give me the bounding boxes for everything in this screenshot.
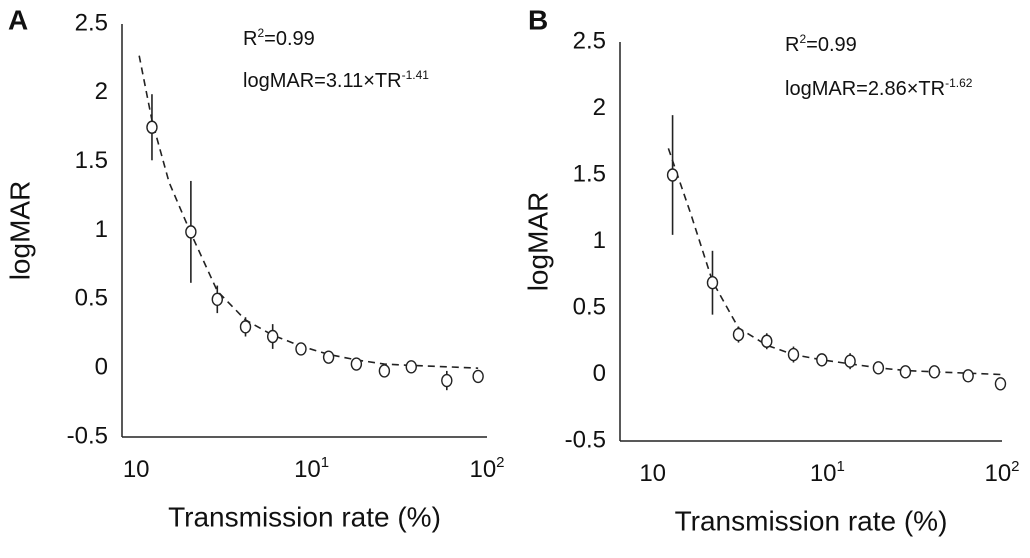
- tick-base: 10: [294, 456, 321, 483]
- x-axis-label: Transmission rate (%): [168, 501, 441, 532]
- annotation: logMAR=2.86×TR-1.62: [785, 76, 973, 101]
- y-tick-label: 0: [593, 360, 606, 387]
- panel-label: A: [8, 4, 28, 35]
- y-axis-label: logMAR: [4, 181, 35, 281]
- data-point: [872, 361, 885, 375]
- superscript: 2: [799, 32, 806, 46]
- data-point: [787, 347, 800, 362]
- fit-curve: [138, 55, 479, 369]
- data-point: [761, 334, 773, 348]
- text-part: R: [243, 28, 257, 50]
- tick-base: 10: [984, 460, 1011, 487]
- data-point: [928, 365, 941, 379]
- tick-exponent: 1: [837, 458, 845, 475]
- tick-base: 10: [469, 456, 496, 483]
- superscript: -1.62: [945, 76, 973, 90]
- text-part: logMAR=2.86×TR: [785, 78, 945, 100]
- annotation: logMAR=3.11×TR-1.41: [243, 68, 429, 93]
- fit-curve: [667, 148, 1001, 376]
- y-tick-label: -0.5: [67, 422, 108, 449]
- text-part: R: [785, 34, 799, 56]
- data-point: [816, 353, 828, 367]
- data-point: [844, 354, 856, 368]
- data-point: [706, 276, 719, 290]
- tick-exponent: 2: [1011, 458, 1019, 475]
- tick-exponent: 1: [321, 454, 329, 471]
- x-tick-label: 10: [123, 456, 150, 483]
- superscript: 2: [257, 26, 264, 40]
- text-part: =0.99: [806, 34, 857, 56]
- x-tick-label: 102: [984, 458, 1019, 488]
- x-axis-label: Transmission rate (%): [675, 505, 948, 536]
- y-tick-label: 1: [95, 216, 108, 243]
- data-point: [378, 364, 391, 378]
- annotation: R2=0.99: [243, 26, 315, 51]
- annotation: R2=0.99: [785, 32, 857, 57]
- superscript: -1.41: [402, 68, 430, 82]
- data-point: [266, 329, 279, 344]
- data-point: [899, 365, 912, 379]
- data-point: [472, 369, 484, 384]
- y-tick-label: 2: [95, 78, 108, 105]
- y-tick-label: -0.5: [565, 426, 606, 453]
- data-point: [146, 120, 158, 134]
- y-tick-label: 2.5: [75, 9, 108, 36]
- data-point: [211, 292, 223, 307]
- y-tick-label: 0.5: [573, 293, 606, 320]
- text-part: logMAR=3.11×TR: [243, 70, 402, 92]
- data-point: [732, 327, 745, 342]
- tick-base: 10: [123, 456, 150, 483]
- y-tick-label: 2.5: [573, 27, 606, 54]
- tick-base: 10: [810, 460, 837, 487]
- y-tick-label: 1.5: [75, 147, 108, 174]
- x-tick-label: 101: [294, 454, 329, 484]
- y-tick-label: 2: [593, 94, 606, 121]
- panel-label: B: [528, 4, 548, 35]
- tick-base: 10: [639, 460, 666, 487]
- y-axis-label: logMAR: [522, 192, 553, 292]
- y-tick-label: 0: [95, 354, 108, 381]
- x-tick-label: 101: [810, 458, 845, 488]
- data-point: [441, 373, 453, 388]
- data-point: [239, 320, 252, 334]
- y-tick-label: 1.5: [573, 160, 606, 187]
- y-tick-label: 0.5: [75, 285, 108, 312]
- x-tick-label: 102: [469, 454, 504, 484]
- data-point: [962, 369, 974, 383]
- y-tick-label: 1: [593, 227, 606, 254]
- data-point: [405, 360, 417, 374]
- data-point: [322, 350, 335, 364]
- data-point: [350, 357, 363, 371]
- text-part: =0.99: [264, 28, 315, 50]
- data-point: [185, 225, 197, 239]
- x-tick-label: 10: [639, 460, 666, 487]
- data-point: [994, 377, 1007, 391]
- data-point: [295, 342, 307, 356]
- tick-exponent: 2: [496, 454, 504, 471]
- data-point: [666, 168, 679, 182]
